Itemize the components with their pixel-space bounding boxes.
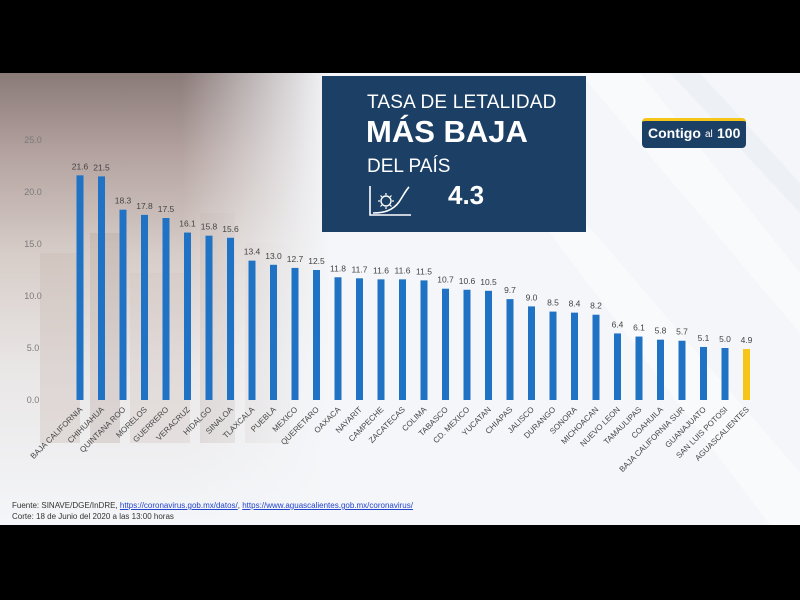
data-label: 17.5 bbox=[158, 204, 175, 214]
logo-word: Contigo bbox=[648, 125, 701, 141]
bar-san-luis-potosi bbox=[721, 348, 729, 400]
data-label: 8.2 bbox=[590, 301, 602, 311]
y-tick-label: 10.0 bbox=[24, 291, 42, 301]
bar-tamaulipas bbox=[635, 336, 643, 400]
bar-cd-mexico bbox=[463, 289, 471, 400]
bar-sinaloa bbox=[227, 237, 234, 400]
bar-hidalgo bbox=[205, 235, 213, 400]
data-label: 10.7 bbox=[437, 275, 454, 285]
data-label: 21.5 bbox=[93, 162, 110, 172]
slide: TASA DE LETALIDAD MÁS BAJA DEL PAÍS 4.3 … bbox=[0, 73, 800, 525]
data-label: 21.6 bbox=[72, 161, 89, 171]
bar-quintana-roo bbox=[119, 209, 127, 400]
bar-baja-california bbox=[76, 175, 84, 400]
data-label: 5.7 bbox=[676, 327, 688, 337]
bar-coahuila bbox=[657, 339, 664, 400]
source-link-2[interactable]: https://www.aguascalientes.gob.mx/corona… bbox=[242, 501, 413, 510]
bar-jalisco bbox=[528, 306, 535, 400]
data-label: 15.8 bbox=[201, 222, 218, 232]
bar-tabasco bbox=[442, 288, 449, 400]
bar-mexico bbox=[291, 267, 299, 400]
bar-colima bbox=[420, 280, 428, 400]
logo-number: 100 bbox=[717, 125, 741, 141]
data-label: 18.3 bbox=[115, 196, 132, 206]
data-label: 17.8 bbox=[136, 201, 153, 211]
data-label: 11.8 bbox=[330, 263, 346, 273]
data-label: 10.6 bbox=[459, 276, 476, 286]
data-label: 6.4 bbox=[612, 319, 624, 329]
bar-guerrero bbox=[162, 218, 170, 400]
bar-nuevo-leon bbox=[614, 333, 621, 400]
data-label: 12.7 bbox=[287, 254, 304, 264]
bar-nayarit bbox=[356, 278, 363, 400]
bar-sonora bbox=[571, 312, 578, 400]
y-tick-label: 15.0 bbox=[24, 239, 42, 249]
data-label: 6.1 bbox=[633, 323, 645, 333]
data-label: 8.5 bbox=[547, 298, 559, 308]
bar-oaxaca bbox=[334, 277, 342, 400]
data-label: 13.4 bbox=[244, 247, 261, 257]
data-label: 16.1 bbox=[179, 219, 196, 229]
y-tick-label: 25.0 bbox=[24, 135, 42, 145]
source-note: Fuente: SINAVE/DGE/InDRE, https://corona… bbox=[12, 500, 413, 522]
data-label: 9.7 bbox=[504, 285, 516, 295]
data-label: 4.9 bbox=[741, 335, 753, 345]
bar-guanajuato bbox=[700, 346, 707, 400]
data-label: 15.6 bbox=[222, 224, 239, 234]
y-tick-label: 20.0 bbox=[24, 187, 42, 197]
bar-aguascalientes bbox=[743, 349, 750, 400]
source-sep: , bbox=[237, 501, 240, 510]
title-line-3: DEL PAÍS bbox=[367, 156, 451, 177]
source-prefix: Fuente: SINAVE/DGE/InDRE, bbox=[12, 501, 118, 510]
data-label: 8.4 bbox=[569, 299, 581, 309]
bar-chihuahua bbox=[98, 176, 105, 400]
data-label: 11.7 bbox=[352, 264, 368, 274]
cut-date: Corte: 18 de Junio del 2020 a las 13:00 … bbox=[12, 512, 174, 521]
bar-campeche bbox=[377, 279, 385, 400]
data-label: 5.0 bbox=[719, 334, 731, 344]
data-label: 11.5 bbox=[416, 266, 432, 276]
data-label: 5.8 bbox=[655, 326, 667, 336]
data-label: 13.0 bbox=[265, 251, 282, 261]
bar-morelos bbox=[141, 214, 148, 400]
data-label: 11.6 bbox=[373, 265, 389, 275]
title-box: TASA DE LETALIDAD MÁS BAJA DEL PAÍS 4.3 bbox=[322, 76, 586, 232]
bar-yucatan bbox=[485, 290, 492, 400]
data-label: 5.1 bbox=[698, 333, 710, 343]
bar-chiapas bbox=[506, 299, 514, 400]
bar-zacatecas bbox=[399, 279, 406, 400]
data-label: 11.6 bbox=[395, 265, 411, 275]
bar-puebla bbox=[270, 264, 277, 400]
bar-baja-california-sur bbox=[678, 340, 686, 400]
bar-veracruz bbox=[184, 232, 191, 400]
y-tick-label: 0.0 bbox=[27, 395, 40, 405]
bar-tlaxcala bbox=[248, 260, 256, 400]
logo: Contigo al 100 bbox=[642, 118, 746, 148]
source-link-1[interactable]: https://coronavirus.gob.mx/datos/ bbox=[119, 501, 238, 510]
logo-al: al bbox=[705, 129, 713, 140]
data-label: 10.5 bbox=[480, 277, 497, 287]
virus-chart-icon bbox=[369, 186, 411, 216]
stat-value: 4.3 bbox=[448, 180, 485, 210]
bar-queretaro bbox=[313, 270, 320, 400]
bar-durango bbox=[549, 311, 557, 400]
title-line-1: TASA DE LETALIDAD bbox=[367, 92, 557, 113]
title-line-2: MÁS BAJA bbox=[366, 114, 528, 149]
data-label: 9.0 bbox=[526, 292, 538, 302]
bar-michoacan bbox=[592, 314, 600, 400]
y-tick-label: 5.0 bbox=[27, 343, 40, 353]
data-label: 12.5 bbox=[308, 256, 325, 266]
